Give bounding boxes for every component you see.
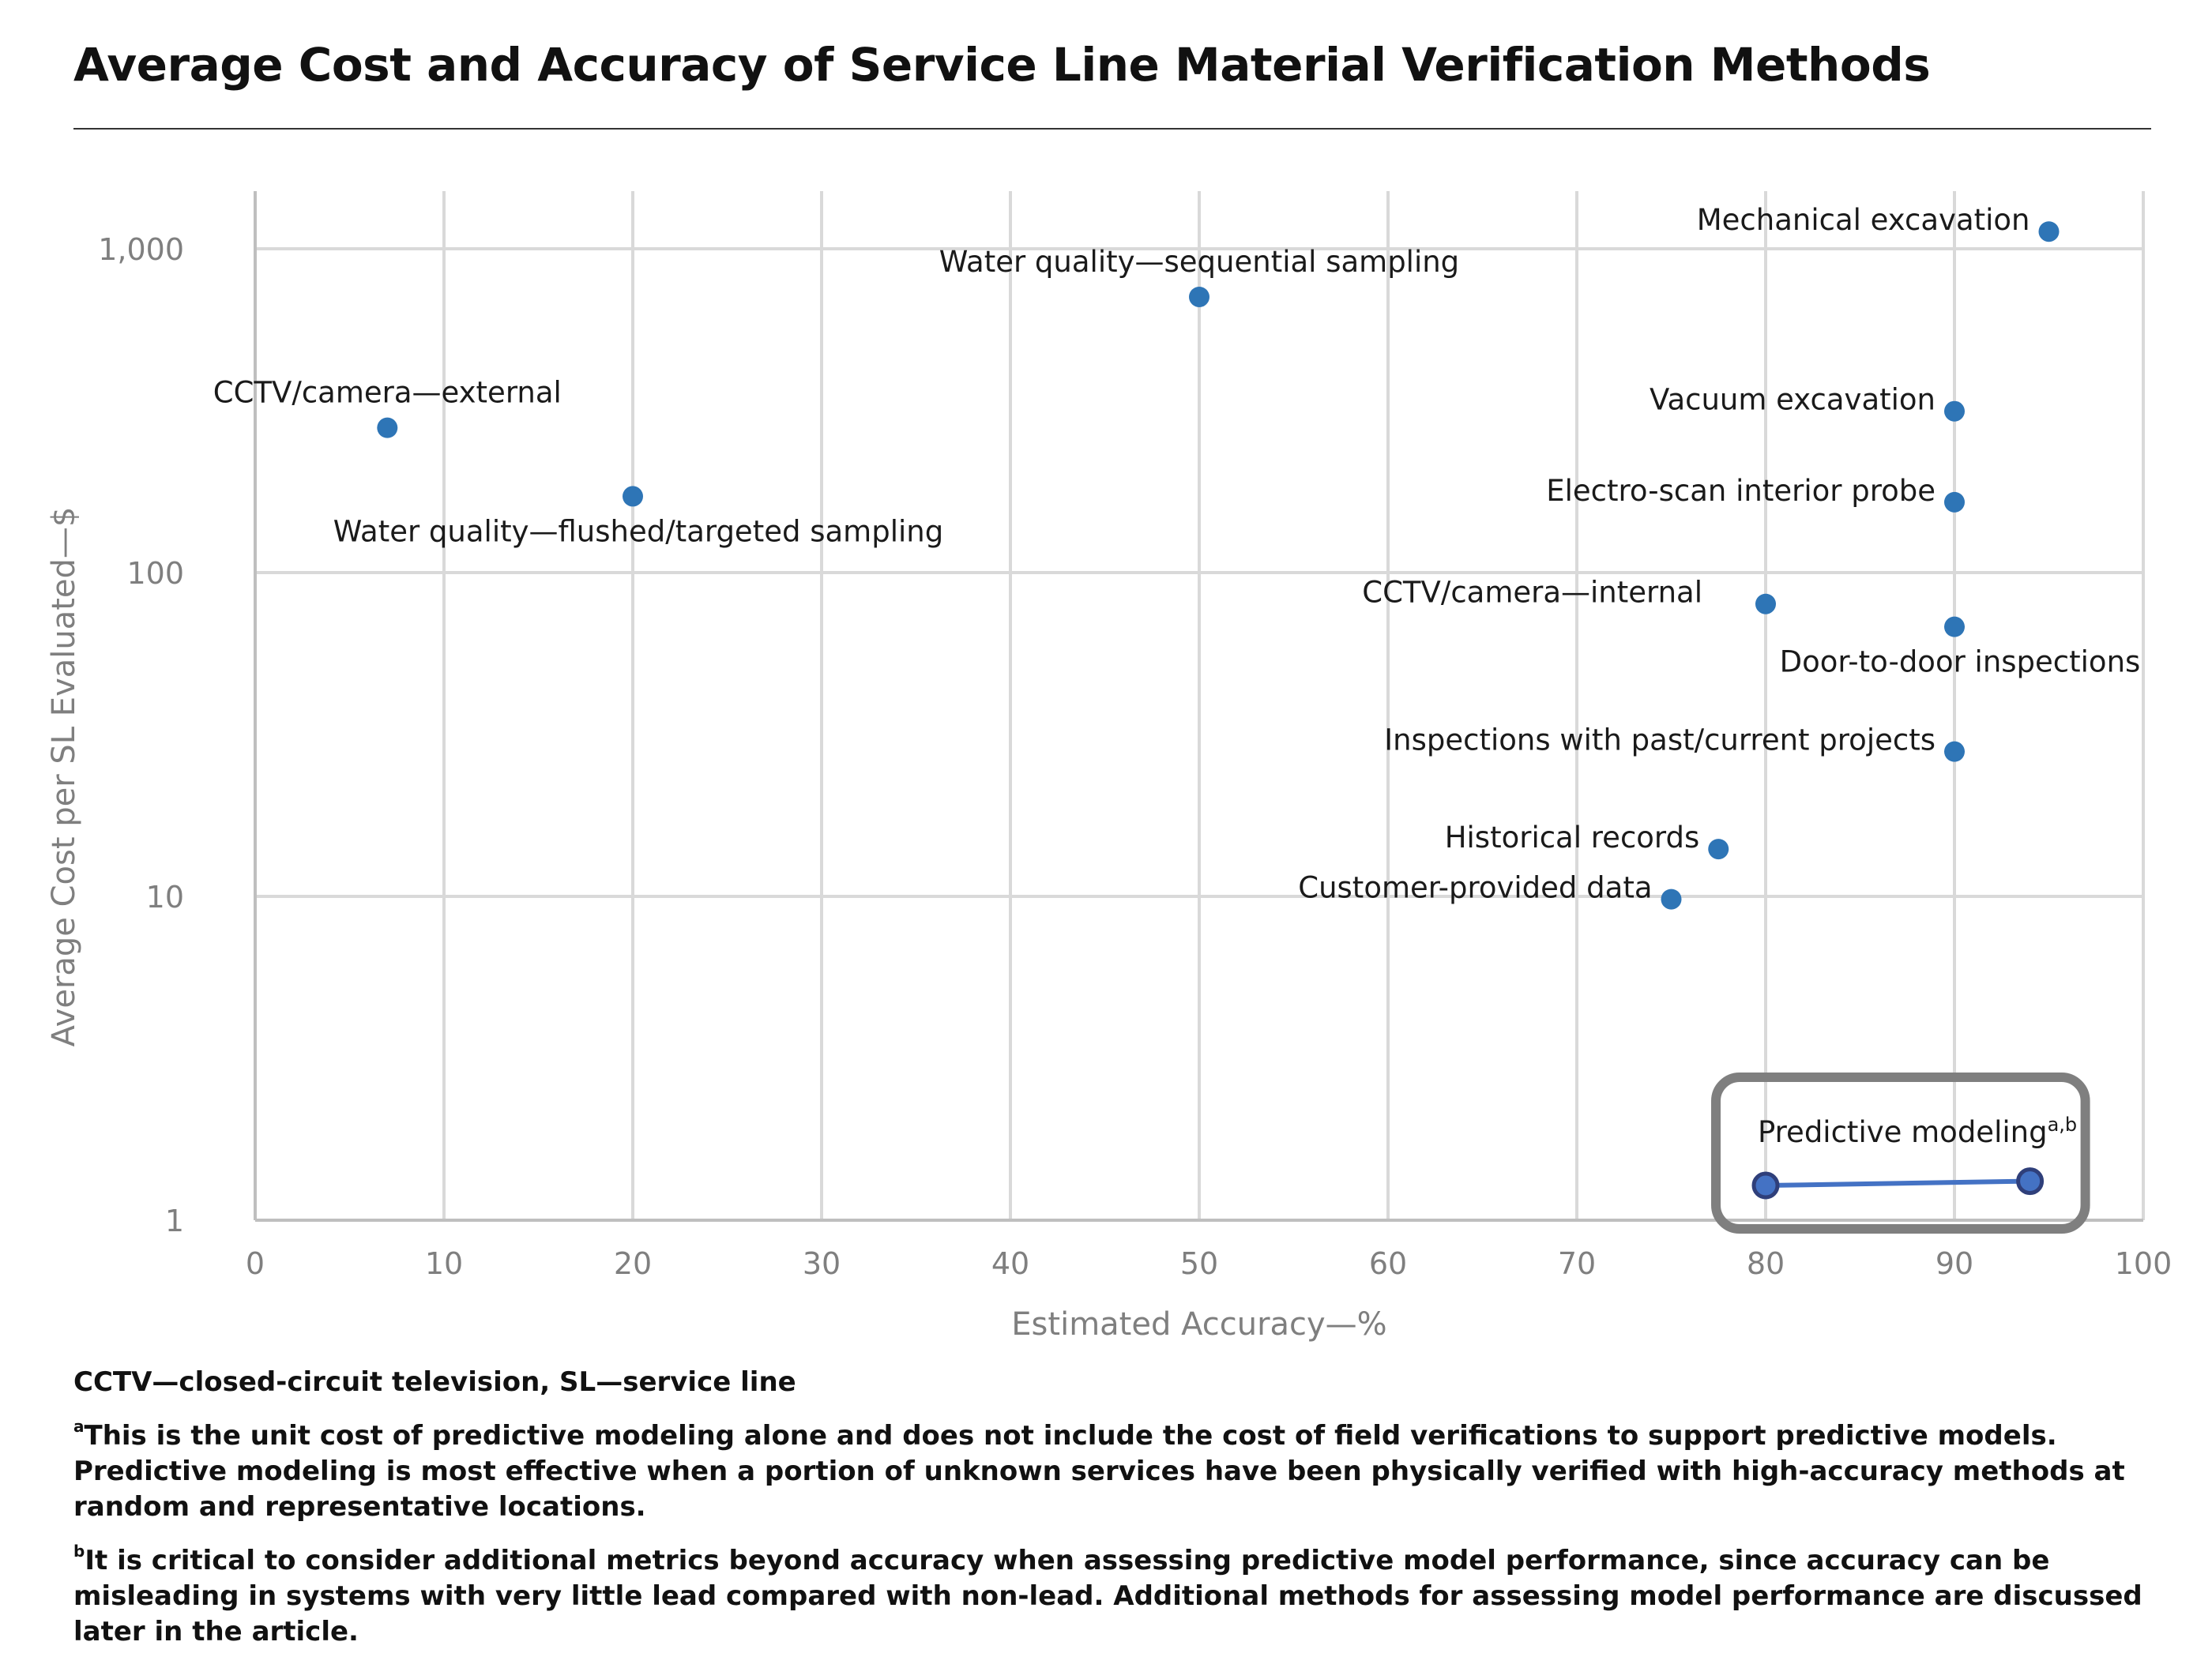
x-tick-label: 40: [991, 1246, 1029, 1281]
y-tick-label: 1: [165, 1204, 184, 1238]
y-axis-title: Average Cost per SL Evaluated—$: [46, 507, 82, 1047]
y-tick-label: 10: [146, 880, 184, 915]
x-tick-label: 100: [2115, 1246, 2172, 1281]
point-label: Water quality—flushed/targeted sampling: [333, 514, 943, 548]
x-tick-label: 90: [1936, 1246, 1973, 1281]
x-tick-label: 0: [246, 1246, 265, 1281]
point-label: Water quality—sequential sampling: [939, 245, 1459, 279]
scatter-chart: 0 10 20 30 40 50 60 70 80 90 1001101001,000Estimat…: [46, 191, 2172, 1343]
data-point: [1189, 286, 1209, 307]
y-tick-label: 1,000: [98, 232, 184, 267]
grid-lines: [255, 191, 2145, 1220]
point-label: Door-to-door inspections: [1780, 645, 2141, 679]
range-point-high: [2016, 1167, 2045, 1196]
title-divider: [73, 128, 2151, 130]
x-tick-label: 80: [1747, 1246, 1785, 1281]
data-point: [1944, 741, 1965, 762]
x-tick-label: 10: [425, 1246, 463, 1281]
x-tick-label: 20: [614, 1246, 652, 1281]
footnote-a-mark: a: [73, 1417, 85, 1436]
point-label: CCTV/camera—internal: [1362, 576, 1702, 610]
x-tick-label: 70: [1558, 1246, 1596, 1281]
point-label: Mechanical excavation: [1697, 203, 2030, 237]
data-point: [377, 417, 398, 438]
point-label: Vacuum excavation: [1650, 383, 1936, 417]
y-tick-label: 100: [126, 556, 184, 591]
data-point: [1944, 400, 1965, 422]
chart-title: Average Cost and Accuracy of Service Lin…: [73, 38, 1931, 92]
highlight-box: [1711, 1073, 2090, 1234]
range-point-low: [1751, 1171, 1780, 1200]
range-label-text: Predictive modeling: [1758, 1115, 2048, 1149]
point-label: Historical records: [1445, 821, 1700, 855]
point-labels: Mechanical excavation Water quality—seque…: [213, 203, 2141, 904]
data-point: [2038, 221, 2060, 242]
range-line: [1765, 1178, 2030, 1189]
data-point: [1944, 491, 1965, 513]
point-label: Inspections with past/current projects: [1384, 723, 1936, 757]
data-point: [1708, 839, 1729, 860]
data-point: [1661, 888, 1682, 910]
footnote-abbreviations: CCTV—closed-circuit television, SL—servi…: [73, 1366, 796, 1398]
x-tick-label: 30: [803, 1246, 841, 1281]
data-point: [1944, 616, 1965, 637]
point-label: CCTV/camera—external: [213, 376, 562, 410]
footnotes: CCTV—closed-circuit television, SL—servi…: [73, 1365, 2159, 1668]
footnote-a-text: This is the unit cost of predictive mode…: [73, 1420, 2125, 1523]
footnote-b: bIt is critical to consider additional m…: [73, 1543, 2159, 1650]
point-label: Electro-scan interior probe: [1546, 474, 1936, 508]
axes: 0 10 20 30 40 50 60 70 80 90 1001101001,000Estimat…: [46, 191, 2172, 1343]
x-tick-label: 60: [1369, 1246, 1407, 1281]
data-point: [623, 486, 643, 507]
x-tick-label: 50: [1180, 1246, 1218, 1281]
footnote-b-text: It is critical to consider additional me…: [73, 1545, 2142, 1647]
data-points: [377, 221, 2060, 910]
predictive-modeling-group: Predictive modelinga,b: [1711, 1073, 2090, 1234]
x-axis-title: Estimated Accuracy—%: [1011, 1306, 1386, 1343]
footnote-b-mark: b: [73, 1542, 85, 1561]
point-label: Customer-provided data: [1298, 871, 1652, 905]
range-label: Predictive modelinga,b: [1758, 1114, 2077, 1149]
range-label-superscript: a,b: [2048, 1114, 2078, 1136]
data-point: [1755, 593, 1776, 614]
footnote-a: aThis is the unit cost of predictive mod…: [73, 1418, 2159, 1525]
